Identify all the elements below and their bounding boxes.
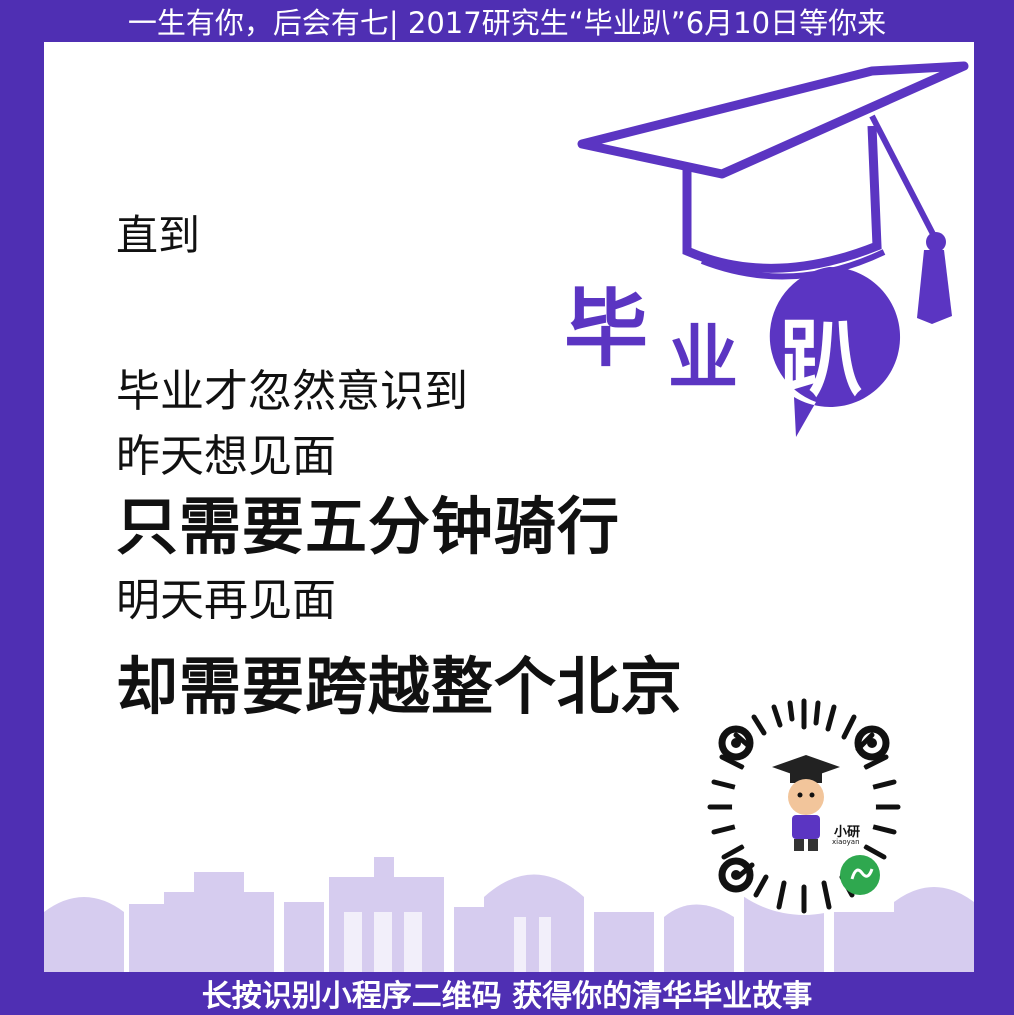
graduation-cap-icon (577, 61, 969, 324)
mini-program-qr-code[interactable]: 小研 xiaoyan (694, 697, 914, 917)
badge-char-1: 毕 (564, 280, 649, 378)
badge-char-2: 业 (668, 317, 738, 399)
mascot-sublabel: xiaoyan (832, 838, 860, 846)
bottom-banner: 长按识别小程序二维码 获得你的清华毕业故事 (0, 972, 1014, 1014)
poster-card: 毕 业 趴 直到 毕业才忽然意识到 昨天想见面 只需要五分钟骑行 明天再见面 却… (44, 42, 974, 972)
speech-bubble-icon (769, 266, 901, 437)
banner-title: 一生有你，后会有七| 2017研究生“毕业趴”6月10日等你来 (127, 6, 887, 40)
line-3: 明天再见面 (116, 575, 336, 626)
line-2: 昨天想见面 (116, 431, 336, 482)
top-banner: 一生有你，后会有七| 2017研究生“毕业趴”6月10日等你来 (0, 0, 1014, 42)
footer-text: 长按识别小程序二维码 获得你的清华毕业故事 (201, 979, 813, 1014)
line-1: 毕业才忽然意识到 (116, 366, 468, 417)
mascot-label: 小研 (834, 825, 861, 840)
bold-line-2: 却需要跨越整个北京 (116, 650, 684, 723)
badge-char-3: 趴 (779, 310, 864, 408)
campus-skyline-illustration (44, 857, 974, 972)
bold-line-1: 只需要五分钟骑行 (116, 490, 621, 563)
intro-text: 直到 (116, 211, 201, 260)
